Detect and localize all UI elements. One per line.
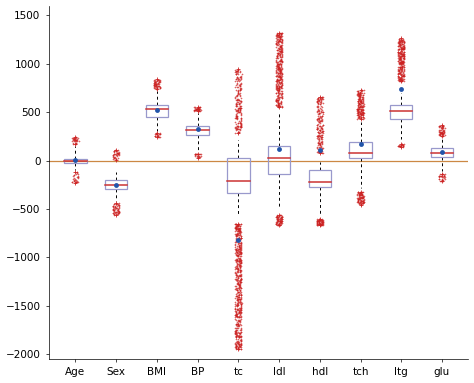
Bar [390, 105, 412, 119]
Bar [227, 158, 249, 193]
Bar [431, 148, 453, 157]
Bar [146, 105, 168, 117]
Bar [105, 180, 128, 189]
Bar [268, 146, 290, 174]
Bar [349, 142, 372, 158]
Bar [64, 159, 87, 164]
Bar [309, 170, 331, 187]
Bar [186, 126, 209, 135]
